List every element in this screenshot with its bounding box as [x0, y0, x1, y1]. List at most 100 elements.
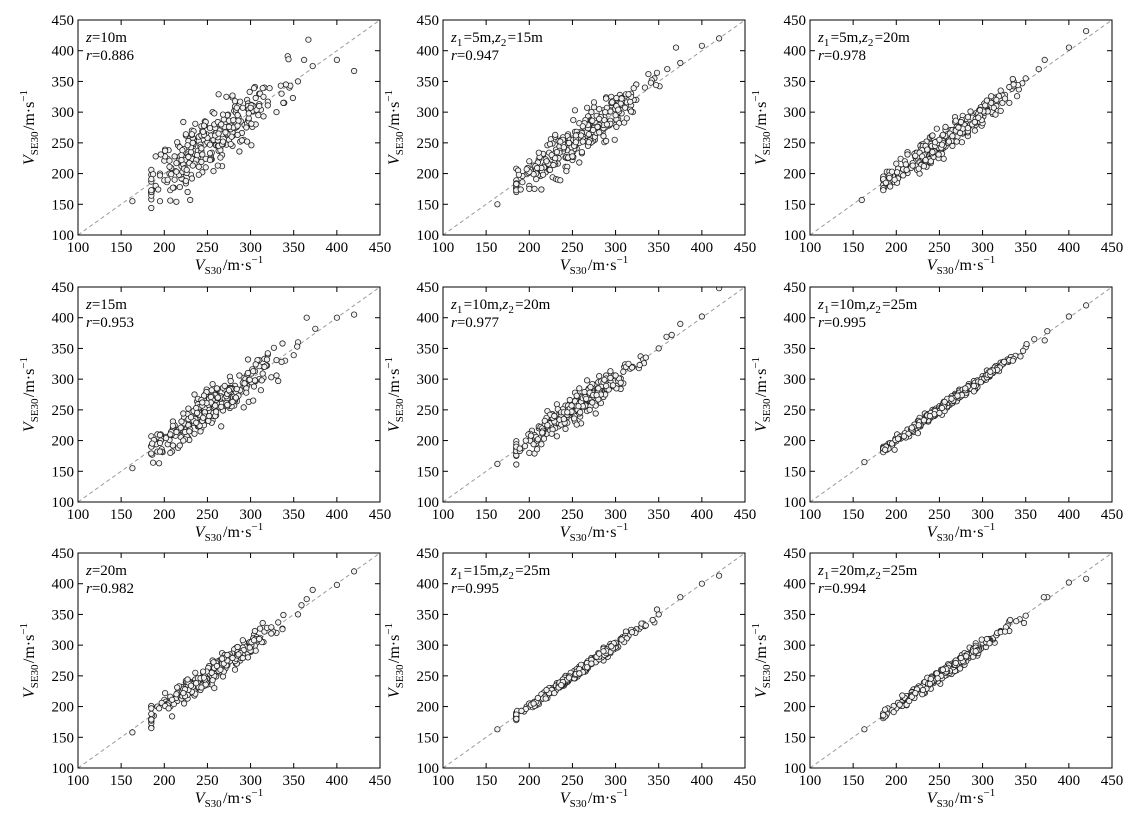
point [649, 616, 656, 624]
point [593, 391, 600, 399]
x-tick-label: 350 [647, 773, 670, 789]
y-tick-label: 250 [417, 403, 440, 419]
point [166, 157, 173, 164]
point [515, 171, 523, 178]
point [620, 368, 627, 375]
point [1013, 93, 1021, 100]
x-tick-label: 300 [239, 507, 262, 523]
point [956, 129, 964, 137]
point [571, 107, 579, 114]
point [152, 153, 159, 160]
x-tick-label: 400 [326, 240, 349, 256]
points [861, 302, 1090, 466]
point [243, 389, 250, 396]
x-tick-label: 300 [971, 773, 994, 789]
point [987, 368, 994, 375]
point [963, 653, 970, 660]
point [715, 35, 723, 42]
x-tick-label: 250 [928, 507, 951, 523]
point [912, 689, 919, 697]
x-tick-label: 250 [561, 240, 584, 256]
y-tick-label: 300 [417, 105, 440, 121]
point [953, 138, 960, 145]
point [663, 333, 670, 340]
y-tick-label: 400 [52, 311, 75, 327]
y-tick-label: 350 [784, 341, 807, 357]
x-tick-label: 300 [971, 507, 994, 523]
point [171, 153, 178, 160]
x-tick-label: 350 [647, 507, 670, 523]
point [235, 117, 242, 124]
y-tick-label: 300 [784, 638, 807, 654]
point [250, 637, 258, 644]
point [1010, 81, 1017, 88]
point [576, 670, 583, 677]
point [587, 383, 594, 391]
point [668, 331, 675, 338]
point [586, 406, 593, 413]
y-tick-label: 200 [52, 434, 75, 450]
point [1022, 75, 1029, 82]
point [573, 392, 580, 399]
panel-9: 100 150 200 250 300 350 400 450 100 150 200 250 300 3… [750, 546, 1123, 810]
point [900, 433, 908, 440]
point [264, 102, 271, 109]
annotation-depth: z1 =5m,z2 =15m [450, 30, 543, 49]
point [908, 424, 915, 431]
point [992, 111, 999, 118]
point [1020, 619, 1028, 627]
point [199, 399, 206, 406]
y-tick-label: 350 [417, 74, 440, 90]
point [1065, 313, 1073, 320]
point [548, 430, 555, 437]
point [617, 379, 624, 386]
point [558, 681, 565, 689]
point [229, 398, 236, 405]
point [970, 382, 978, 389]
y-tick-label: 400 [52, 577, 75, 593]
point [583, 377, 591, 384]
point [165, 705, 172, 712]
point [280, 611, 287, 619]
points [129, 36, 358, 212]
x-tick-label: 400 [1058, 773, 1081, 789]
x-tick-label: 450 [734, 240, 757, 256]
annotation-depth: z1 =5m,z2 =20m [817, 30, 910, 49]
point [1000, 358, 1008, 365]
point [250, 397, 257, 404]
point [929, 149, 936, 156]
point [208, 387, 215, 394]
points [129, 311, 358, 472]
point [716, 287, 723, 292]
x-tick-label: 300 [239, 773, 262, 789]
point [652, 82, 660, 89]
point [148, 187, 155, 194]
point [594, 123, 601, 131]
y-tick-label: 100 [417, 228, 440, 244]
point [251, 627, 258, 635]
point [171, 176, 178, 183]
point [945, 138, 953, 145]
point [564, 409, 571, 416]
point [185, 405, 192, 412]
point [239, 104, 246, 111]
plot-frame [442, 19, 746, 236]
point [333, 314, 340, 321]
point [148, 204, 155, 212]
panel-1: 100 150 200 250 300 350 400 450 100 150 200 250 300 3… [18, 13, 391, 277]
point [698, 580, 706, 587]
plot-frame [442, 552, 746, 769]
point [623, 115, 630, 122]
annotation-depth: z1 =10m,z2 =20m [450, 297, 551, 316]
point [200, 414, 207, 421]
point [896, 701, 903, 708]
point [219, 111, 227, 118]
x-tick-label: 250 [561, 773, 584, 789]
point [513, 461, 520, 468]
point [303, 314, 310, 321]
point [1019, 347, 1027, 354]
point [611, 136, 618, 143]
point [246, 644, 253, 651]
point [173, 428, 180, 436]
point [1083, 575, 1090, 582]
